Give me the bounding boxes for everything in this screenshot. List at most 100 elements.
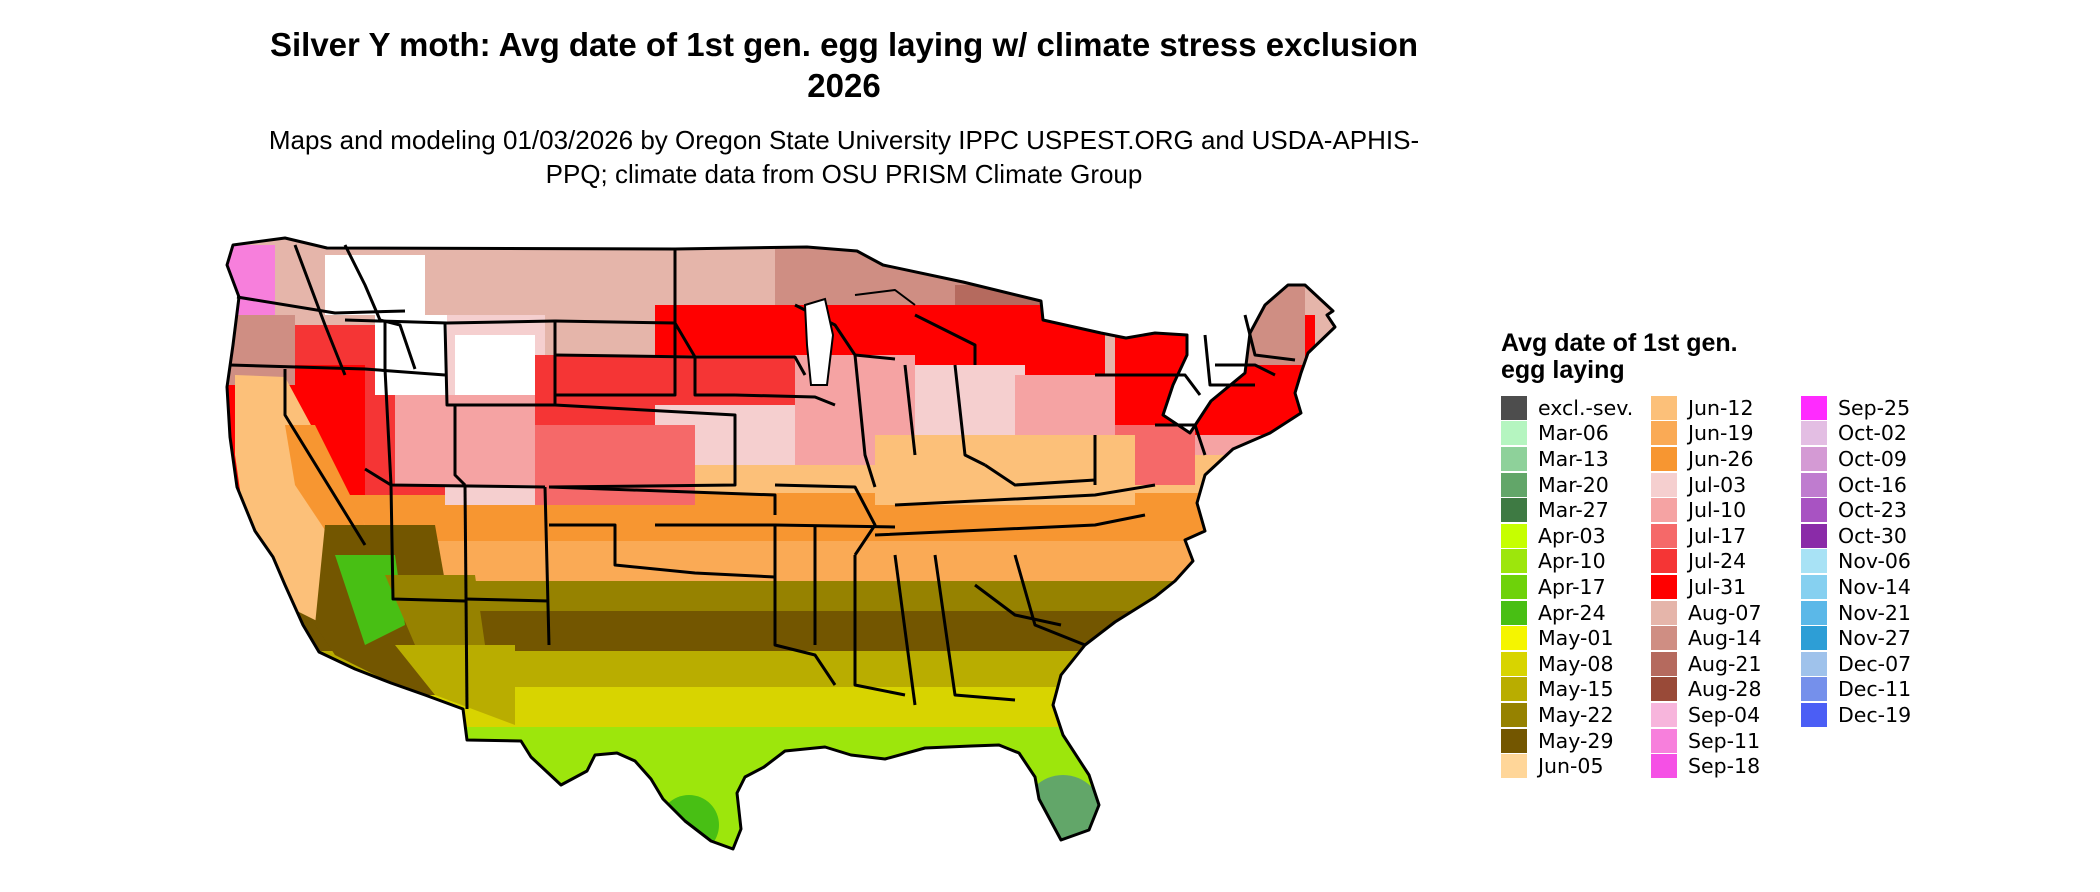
legend-item: Oct-23: [1801, 497, 1951, 523]
legend-label: Sep-18: [1688, 754, 1761, 779]
legend-item: Nov-21: [1801, 600, 1951, 626]
legend-swatch: [1501, 549, 1527, 574]
legend-swatch: [1501, 498, 1527, 523]
legend-swatch: [1501, 677, 1527, 702]
legend-swatch: [1501, 446, 1527, 471]
legend-item: Mar-27: [1501, 497, 1651, 523]
legend-item: Jun-12: [1651, 395, 1801, 421]
legend-swatch: [1801, 574, 1827, 599]
legend-item: Jul-24: [1651, 549, 1801, 575]
legend-label: Aug-28: [1688, 677, 1762, 702]
legend-swatch: [1801, 498, 1827, 523]
legend-swatch: [1651, 651, 1677, 676]
legend-label: May-08: [1538, 651, 1614, 676]
legend-column: excl.-sev. Mar-06 Mar-13 Mar-20 Mar-27 Apr-03…: [1501, 395, 1651, 779]
legend-swatch: [1651, 395, 1677, 420]
legend-swatch: [1651, 446, 1677, 471]
legend-label: Apr-03: [1538, 523, 1606, 548]
legend-item: Dec-07: [1801, 651, 1951, 677]
legend-item: Aug-14: [1651, 625, 1801, 651]
legend-label: Jul-17: [1688, 523, 1747, 548]
legend-label: Nov-27: [1838, 626, 1911, 651]
legend-label: Apr-10: [1538, 549, 1606, 574]
legend-swatch: [1501, 728, 1527, 753]
legend-item: Jul-10: [1651, 497, 1801, 523]
legend-item: May-22: [1501, 702, 1651, 728]
legend-label: Jun-19: [1688, 421, 1754, 446]
legend-label: Sep-25: [1838, 395, 1911, 420]
legend-label: Mar-06: [1538, 421, 1609, 446]
legend-item: Nov-06: [1801, 549, 1951, 575]
legend-swatch: [1801, 472, 1827, 497]
legend-swatch: [1501, 523, 1527, 548]
legend-swatch: [1501, 651, 1527, 676]
legend-label: Oct-16: [1838, 472, 1907, 497]
legend-swatch: [1651, 728, 1677, 753]
legend-item: Jul-17: [1651, 523, 1801, 549]
legend-item: Dec-11: [1801, 677, 1951, 703]
legend-label: Jun-12: [1688, 395, 1754, 420]
legend-item: Apr-24: [1501, 600, 1651, 626]
legend-swatch: [1801, 421, 1827, 446]
legend-swatch: [1651, 421, 1677, 446]
legend-label: Oct-30: [1838, 523, 1907, 548]
legend-title: Avg date of 1st gen. egg laying: [1501, 329, 1738, 384]
legend-label: Apr-24: [1538, 600, 1606, 625]
legend-swatch: [1801, 702, 1827, 727]
legend-swatch: [1501, 600, 1527, 625]
legend-item: May-15: [1501, 677, 1651, 703]
legend: excl.-sev. Mar-06 Mar-13 Mar-20 Mar-27 Apr-03…: [1501, 395, 1951, 779]
legend-swatch: [1801, 651, 1827, 676]
legend-swatch: [1501, 421, 1527, 446]
legend-label: Dec-07: [1838, 651, 1912, 676]
legend-swatch: [1801, 523, 1827, 548]
legend-label: Jun-05: [1538, 754, 1604, 779]
legend-swatch: [1651, 702, 1677, 727]
legend-item: Jun-26: [1651, 446, 1801, 472]
legend-item: Sep-04: [1651, 702, 1801, 728]
legend-label: excl.-sev.: [1538, 395, 1634, 420]
legend-label: Sep-04: [1688, 702, 1761, 727]
legend-swatch: [1501, 702, 1527, 727]
legend-item: Oct-30: [1801, 523, 1951, 549]
legend-item: Aug-28: [1651, 677, 1801, 703]
legend-item: Dec-19: [1801, 702, 1951, 728]
legend-swatch: [1651, 626, 1677, 651]
legend-swatch: [1501, 574, 1527, 599]
legend-column: Sep-25 Oct-02 Oct-09 Oct-16 Oct-23 Oct-30 Nov-…: [1801, 395, 1951, 779]
legend-label: Dec-19: [1838, 702, 1912, 727]
legend-item: Mar-13: [1501, 446, 1651, 472]
legend-swatch: [1501, 754, 1527, 779]
legend-label: Oct-02: [1838, 421, 1907, 446]
legend-label: Aug-21: [1688, 651, 1762, 676]
legend-item: Sep-11: [1651, 728, 1801, 754]
legend-label: Aug-14: [1688, 626, 1762, 651]
legend-label: Oct-09: [1838, 446, 1907, 471]
map-subtitle: Maps and modeling 01/03/2026 by Oregon S…: [268, 125, 1420, 189]
legend-label: Jun-26: [1688, 446, 1754, 471]
legend-item: Aug-21: [1651, 651, 1801, 677]
legend-swatch: [1801, 600, 1827, 625]
legend-label: Mar-13: [1538, 446, 1609, 471]
legend-label: Jul-31: [1688, 574, 1747, 599]
legend-label: Mar-27: [1538, 498, 1609, 523]
legend-swatch: [1651, 600, 1677, 625]
legend-item: Nov-14: [1801, 574, 1951, 600]
legend-label: Dec-11: [1838, 677, 1912, 702]
legend-column: Jun-12 Jun-19 Jun-26 Jul-03 Jul-10 Jul-17 Jul-…: [1651, 395, 1801, 779]
legend-label: Oct-23: [1838, 498, 1907, 523]
legend-label: Mar-20: [1538, 472, 1609, 497]
legend-label: Sep-11: [1688, 728, 1761, 753]
legend-swatch: [1801, 626, 1827, 651]
legend-label: Aug-07: [1688, 600, 1762, 625]
legend-item: Mar-20: [1501, 472, 1651, 498]
legend-swatch: [1501, 472, 1527, 497]
legend-swatch: [1801, 549, 1827, 574]
legend-swatch: [1651, 472, 1677, 497]
legend-item: Mar-06: [1501, 421, 1651, 447]
legend-swatch: [1801, 395, 1827, 420]
legend-item: Oct-16: [1801, 472, 1951, 498]
legend-label: Nov-21: [1838, 600, 1911, 625]
legend-item: Nov-27: [1801, 625, 1951, 651]
legend-item: Apr-10: [1501, 549, 1651, 575]
